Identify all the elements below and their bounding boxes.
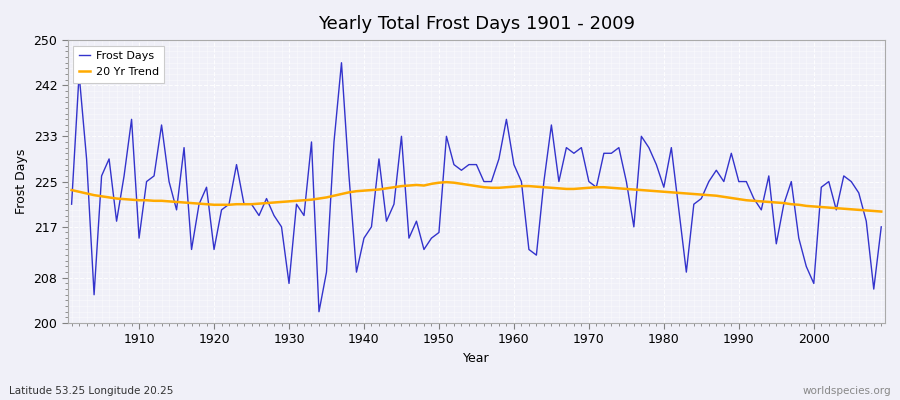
Text: Latitude 53.25 Longitude 20.25: Latitude 53.25 Longitude 20.25 [9, 386, 174, 396]
20 Yr Trend [67, 188, 77, 192]
Frost Days [524, 247, 535, 252]
20 Yr Trend [441, 180, 452, 184]
Frost Days [126, 117, 137, 122]
X-axis label: Year: Year [464, 352, 490, 365]
20 Yr Trend [291, 198, 302, 203]
Frost Days [516, 179, 526, 184]
Frost Days [614, 145, 625, 150]
Frost Days [336, 60, 346, 65]
Frost Days [291, 202, 302, 207]
Title: Yearly Total Frost Days 1901 - 2009: Yearly Total Frost Days 1901 - 2009 [318, 15, 634, 33]
20 Yr Trend [516, 184, 526, 188]
20 Yr Trend [508, 184, 519, 189]
Frost Days [876, 224, 886, 229]
20 Yr Trend [126, 197, 137, 202]
Text: worldspecies.org: worldspecies.org [803, 386, 891, 396]
20 Yr Trend [606, 185, 616, 190]
Frost Days [67, 202, 77, 207]
20 Yr Trend [876, 209, 886, 214]
Frost Days [351, 270, 362, 274]
Line: 20 Yr Trend: 20 Yr Trend [72, 182, 881, 212]
20 Yr Trend [336, 192, 346, 196]
Legend: Frost Days, 20 Yr Trend: Frost Days, 20 Yr Trend [74, 46, 165, 82]
Frost Days [313, 309, 324, 314]
Line: Frost Days: Frost Days [72, 63, 881, 312]
Y-axis label: Frost Days: Frost Days [15, 149, 28, 214]
